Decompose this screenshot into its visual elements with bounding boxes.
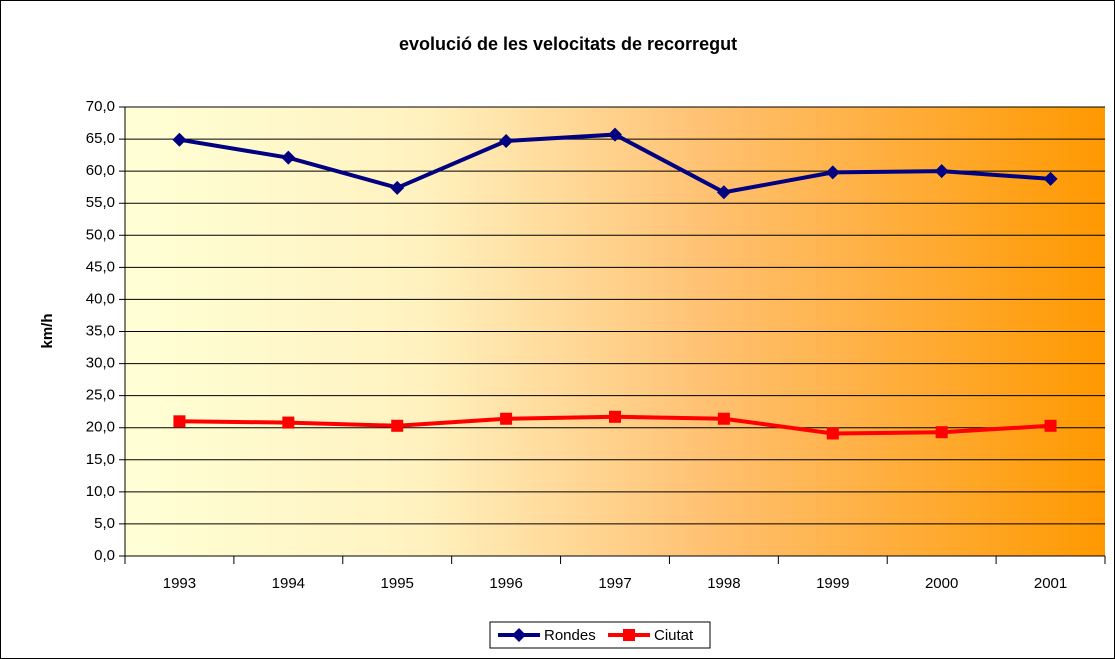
y-tick-label: 30,0 [86,355,115,372]
y-tick-label: 65,0 [86,130,115,147]
x-tick-label: 2000 [925,575,958,592]
y-tick-label: 0,0 [94,547,115,564]
marker [716,185,731,200]
y-tick-label: 70,0 [86,98,115,115]
y-tick-label: 5,0 [94,515,115,532]
marker [623,629,635,641]
y-tick-label: 20,0 [86,419,115,436]
marker [1044,419,1057,432]
chart-title: evolució de les velocitats de recorregut [399,34,737,54]
y-tick-label: 10,0 [86,483,115,500]
marker [826,427,839,440]
y-tick-label: 45,0 [86,258,115,275]
x-tick-label: 1994 [272,575,305,592]
legend-label: Rondes [544,627,596,644]
marker [499,133,514,148]
x-tick-label: 2001 [1034,575,1067,592]
y-tick-label: 60,0 [86,162,115,179]
marker [172,132,187,147]
marker [512,628,526,642]
marker [500,412,513,425]
x-tick-label: 1993 [163,575,196,592]
y-tick-label: 35,0 [86,322,115,339]
marker [173,415,186,428]
marker [608,127,622,142]
marker [281,150,296,165]
y-tick-label: 55,0 [86,194,115,211]
x-tick-label: 1996 [489,575,522,592]
x-tick-label: 1999 [816,575,849,592]
marker [825,165,840,180]
marker [390,180,405,195]
marker [1043,171,1058,186]
y-tick-label: 15,0 [86,451,115,468]
marker [717,412,730,425]
x-tick-label: 1995 [381,575,414,592]
marker [609,410,621,423]
y-tick-label: 40,0 [86,290,115,307]
x-tick-label: 1997 [598,575,631,592]
marker [935,426,948,439]
marker [391,419,404,432]
y-tick-label: 25,0 [86,387,115,404]
marker [934,164,949,179]
marker [282,416,295,429]
y-tick-label: 50,0 [86,226,115,243]
legend-label: Ciutat [654,627,694,644]
x-tick-label: 1998 [707,575,740,592]
y-axis-label: km/h [39,313,56,348]
